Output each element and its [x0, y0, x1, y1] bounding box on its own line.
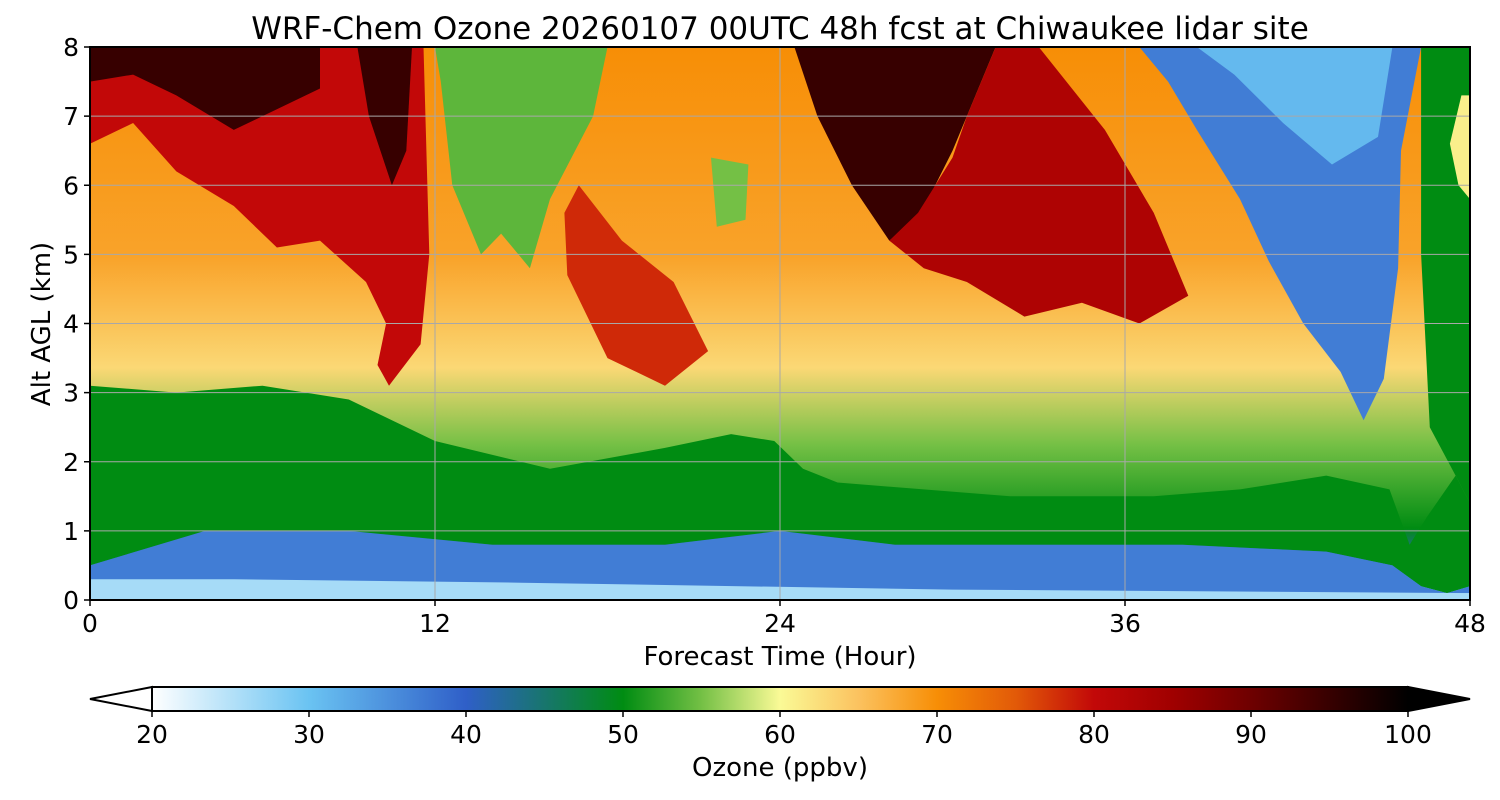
ozone-region-green-blob-mid: [711, 157, 749, 227]
x-axis-label: Forecast Time (Hour): [643, 642, 916, 672]
ozone-region-black-upper-mid: [794, 47, 996, 241]
colorbar-tick-label: 60: [764, 720, 796, 749]
chart-title: WRF-Chem Ozone 20260107 00UTC 48h fcst a…: [251, 11, 1309, 47]
colorbar-label: Ozone (ppbv): [692, 753, 868, 783]
x-tick-label: 24: [764, 609, 796, 638]
y-tick-label: 0: [63, 586, 79, 615]
y-axis: 0 1 2 3 4 5 6 7 8: [63, 33, 90, 615]
colorbar-tick-label: 30: [293, 720, 325, 749]
colorbar-tick-label: 100: [1384, 720, 1432, 749]
x-axis: 0 12 24 36 48: [82, 600, 1486, 638]
ozone-region-green-upper-mid: [435, 47, 608, 269]
colorbar-tick-label: 90: [1235, 720, 1267, 749]
y-tick-label: 1: [63, 517, 79, 546]
colorbar-tick-label: 40: [450, 720, 482, 749]
y-axis-label: Alt AGL (km): [27, 242, 57, 406]
colorbar-under-extension: [89, 685, 153, 713]
y-tick-label: 7: [63, 102, 79, 131]
colorbar-ticks: 20 30 40 50 60 70 80 90 100: [136, 711, 1432, 749]
x-tick-label: 0: [82, 609, 98, 638]
y-tick-label: 4: [63, 310, 79, 339]
ozone-region-lightblue-upper-right: [1196, 47, 1393, 165]
colorbar-over-extension: [1407, 685, 1471, 713]
colorbar: 20 30 40 50 60 70 80 90 100: [89, 685, 1471, 749]
ozone-region-yellow-right-edge: [1449, 95, 1470, 200]
colorbar-tick-label: 70: [921, 720, 953, 749]
y-tick-label: 2: [63, 448, 79, 477]
ozone-region-red-mid: [564, 185, 709, 386]
grid-lines: [90, 47, 1470, 600]
x-tick-label: 36: [1109, 609, 1141, 638]
x-tick-label: 48: [1454, 609, 1486, 638]
y-tick-label: 5: [63, 240, 79, 269]
ozone-region-red-upper-left: [90, 47, 430, 386]
colorbar-scale: [151, 686, 1409, 712]
y-tick-label: 3: [63, 379, 79, 408]
plot-area: [90, 47, 1470, 600]
colorbar-tick-label: 20: [136, 720, 168, 749]
x-tick-label: 12: [419, 609, 451, 638]
y-tick-label: 8: [63, 33, 79, 62]
y-tick-label: 6: [63, 171, 79, 200]
colorbar-tick-label: 80: [1078, 720, 1110, 749]
colorbar-tick-label: 50: [607, 720, 639, 749]
